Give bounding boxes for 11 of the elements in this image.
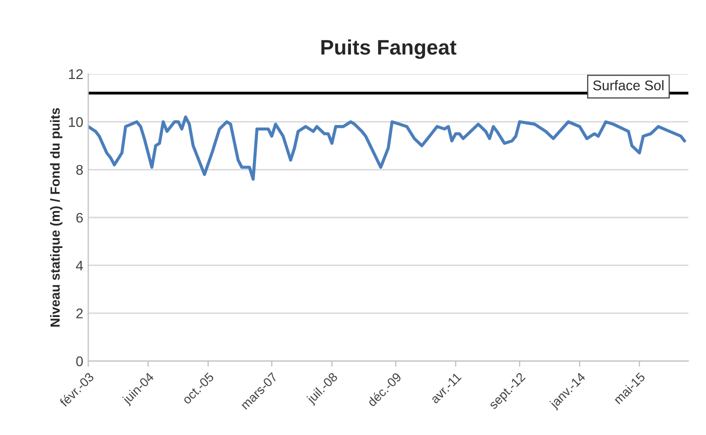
y-tick-label: 8 xyxy=(76,164,83,175)
y-tick-label: 0 xyxy=(76,356,83,366)
y-tick-label: 10 xyxy=(69,117,83,127)
y-tick-label: 4 xyxy=(76,260,83,270)
chart-title: Puits Fangeat xyxy=(321,39,456,59)
y-axis-title: Niveau statique (m) / Fond du puits xyxy=(50,108,62,327)
y-tick-label: 12 xyxy=(69,69,83,79)
ref-line-label: Surface Sol xyxy=(593,80,664,90)
y-tick-label: 2 xyxy=(76,308,83,318)
y-tick-label: 6 xyxy=(76,212,83,223)
line-series xyxy=(88,115,686,181)
